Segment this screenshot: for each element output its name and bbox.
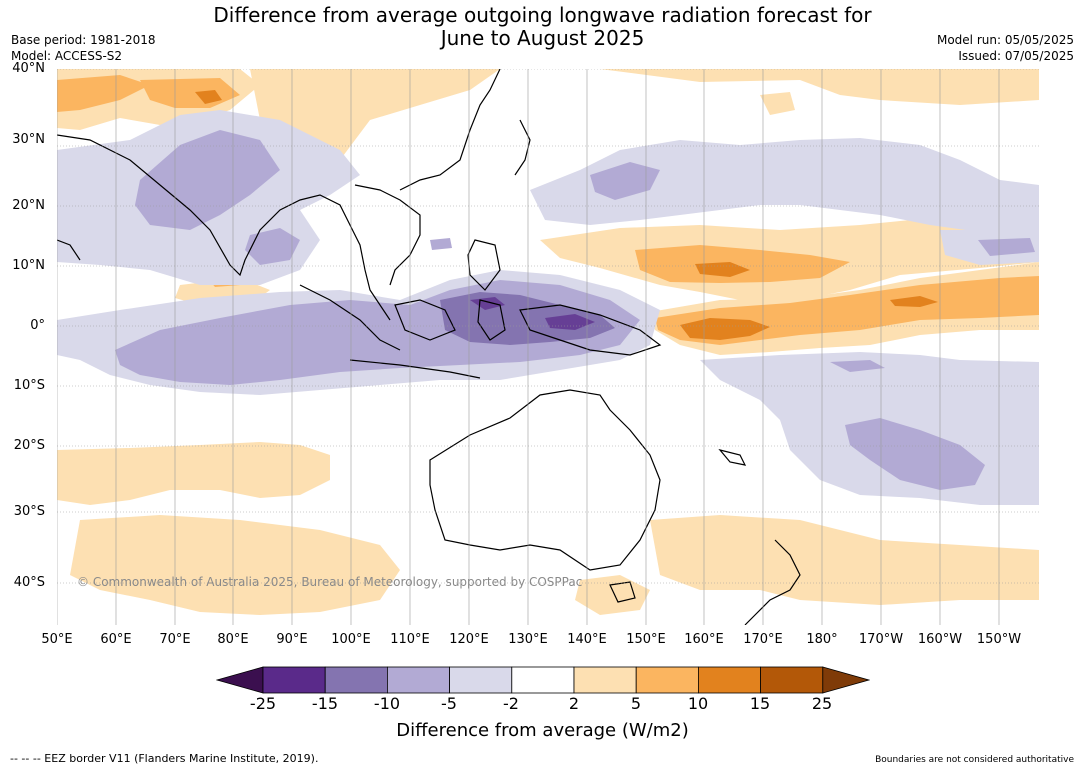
lat-label-40n: 40°N [12, 61, 45, 76]
lat-label-30s: 30°S [13, 504, 45, 519]
lon-label-90e: 90°E [276, 632, 308, 647]
lon-label-180: 180° [806, 632, 838, 647]
colorbar [216, 666, 870, 694]
issued-date: Issued: 07/05/2025 [958, 49, 1074, 63]
lon-label-110e: 110°E [390, 632, 430, 647]
meta-right: Model run: 05/05/2025 Issued: 07/05/2025 [937, 32, 1074, 64]
title-line-2: June to August 2025 [440, 26, 645, 50]
title-line-1: Difference from average outgoing longwav… [213, 3, 872, 27]
cb-label-m5: -5 [441, 694, 457, 713]
lon-label-170w: 170°W [858, 632, 904, 647]
cb-label-15: 15 [749, 694, 771, 713]
lon-label-170e: 170°E [743, 632, 783, 647]
lon-label-70e: 70°E [159, 632, 191, 647]
lon-label-100e: 100°E [331, 632, 371, 647]
lat-label-10s: 10°S [13, 378, 45, 393]
cb-label-5: 5 [630, 694, 642, 713]
colorbar-segment [262, 666, 326, 694]
lon-label-150w: 150°W [976, 632, 1022, 647]
cb-label-m25: -25 [249, 694, 277, 713]
cb-label-m10: -10 [373, 694, 401, 713]
lon-label-120e: 120°E [449, 632, 489, 647]
colorbar-title: Difference from average (W/m2) [396, 720, 689, 741]
colorbar-min-arrow [216, 666, 264, 694]
lat-label-0: 0° [30, 318, 45, 333]
cb-label-m2: -2 [503, 694, 519, 713]
meta-left: Base period: 1981-2018 Model: ACCESS-S2 [11, 32, 156, 64]
forecast-map [57, 69, 1039, 625]
eez-legend: -- -- -- EEZ border V11 (Flanders Marine… [10, 752, 319, 765]
lon-label-50e: 50°E [41, 632, 73, 647]
lon-label-160w: 160°W [917, 632, 963, 647]
lat-label-30n: 30°N [12, 132, 45, 147]
colorbar-segment [386, 666, 450, 694]
colorbar-segment [449, 666, 513, 694]
lat-label-10n: 10°N [12, 258, 45, 273]
lat-label-20s: 20°S [13, 438, 45, 453]
map-title: Difference from average outgoing longwav… [0, 4, 1085, 50]
model-name: Model: ACCESS-S2 [11, 49, 123, 63]
lon-label-160e: 160°E [684, 632, 724, 647]
copyright-notice: © Commonwealth of Australia 2025, Bureau… [77, 575, 583, 589]
lat-label-40s: 40°S [13, 575, 45, 590]
colorbar-segment [760, 666, 824, 694]
meridians [57, 69, 1000, 625]
lon-label-140e: 140°E [567, 632, 607, 647]
lon-label-130e: 130°E [508, 632, 548, 647]
colorbar-segment [573, 666, 637, 694]
colorbar-segment [635, 666, 699, 694]
lon-label-60e: 60°E [100, 632, 132, 647]
colorbar-max-arrow [822, 666, 870, 694]
colorbar-segment [511, 666, 575, 694]
cb-label-25: 25 [811, 694, 833, 713]
base-period: Base period: 1981-2018 [11, 33, 156, 47]
cb-label-m15: -15 [311, 694, 339, 713]
colorbar-segment [324, 666, 388, 694]
model-run: Model run: 05/05/2025 [936, 33, 1074, 47]
boundaries-disclaimer: Boundaries are not considered authoritat… [875, 755, 1074, 765]
lon-label-150e: 150°E [626, 632, 666, 647]
colorbar-segment [697, 666, 761, 694]
lat-label-20n: 20°N [12, 198, 45, 213]
cb-label-2: 2 [568, 694, 580, 713]
coastlines [57, 69, 801, 625]
lon-label-80e: 80°E [217, 632, 249, 647]
cb-label-10: 10 [687, 694, 709, 713]
